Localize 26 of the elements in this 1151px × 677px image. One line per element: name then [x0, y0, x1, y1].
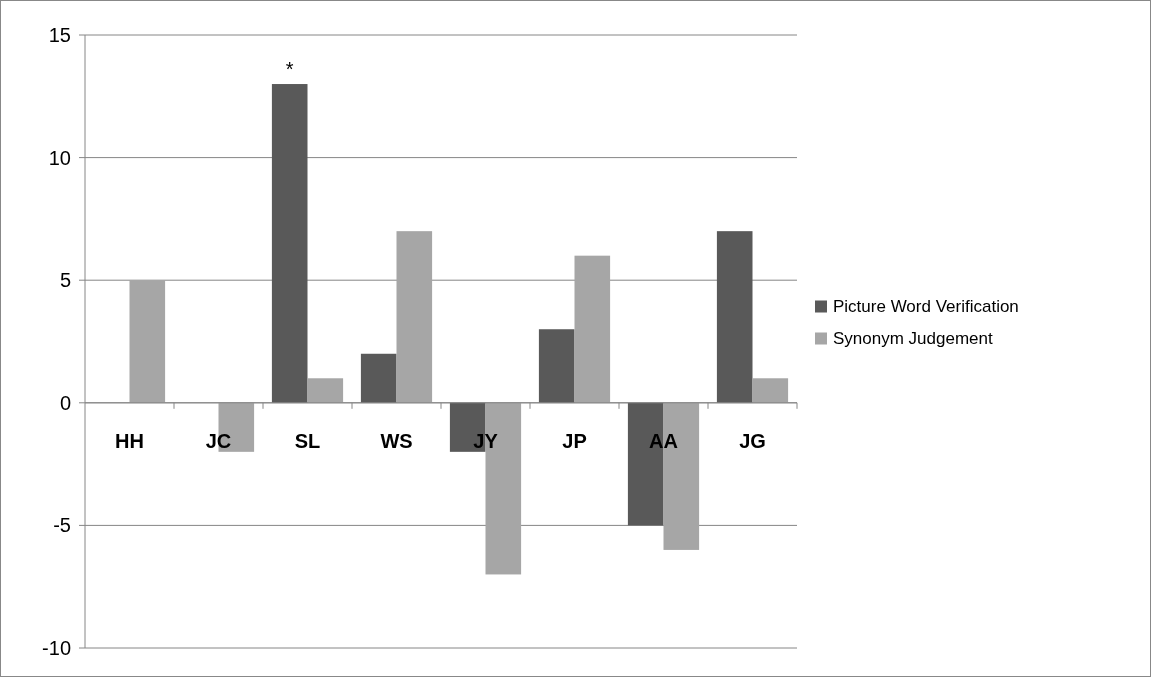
x-tick-label: HH [115, 429, 144, 452]
annotation: * [285, 58, 294, 81]
x-tick-label: SL [294, 429, 321, 452]
x-tick-label: JG [739, 429, 766, 452]
bar [538, 329, 575, 403]
bar [271, 84, 308, 403]
y-tick-label: -10 [42, 637, 71, 659]
y-tick-label: 10 [48, 146, 71, 169]
x-tick-label: JY [473, 429, 499, 452]
bar [307, 378, 344, 403]
bar [574, 255, 611, 403]
y-tick-label: -5 [53, 514, 71, 537]
legend-label: Synonym Judgement [833, 329, 993, 349]
y-tick-label: 5 [59, 269, 71, 292]
bar [396, 231, 433, 403]
x-tick-label: JP [562, 429, 587, 452]
bar [360, 353, 397, 403]
bar [752, 378, 789, 403]
bar [129, 280, 166, 403]
x-tick-label: JC [205, 429, 232, 452]
y-tick-label: 0 [59, 391, 71, 414]
x-tick-label: AA [649, 429, 678, 452]
bar [716, 231, 753, 403]
legend-label: Picture Word Verification [833, 297, 1019, 317]
y-tick-label: 15 [48, 24, 71, 46]
x-tick-label: WS [380, 429, 413, 452]
